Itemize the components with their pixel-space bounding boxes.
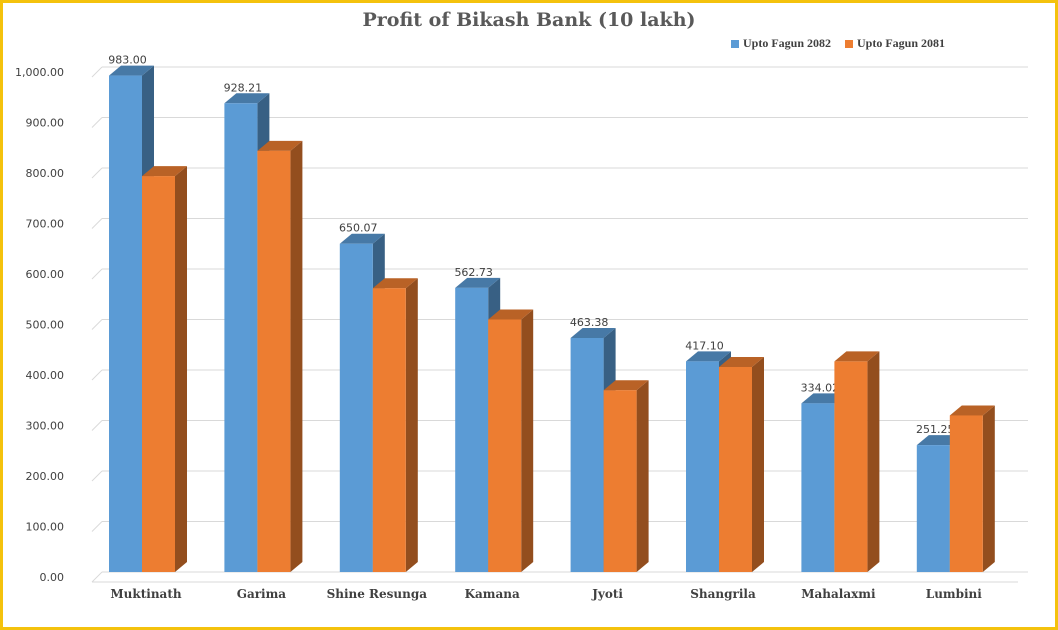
bar-top-s2 — [719, 356, 764, 367]
y-tick-label: 1,000.00 — [15, 66, 64, 79]
data-label: 417.10 — [685, 339, 724, 352]
y-tick-label: 0.00 — [40, 571, 65, 584]
bar-muktinath-s2 — [142, 176, 175, 572]
y-tick-label: 100.00 — [26, 521, 65, 534]
legend-label-series-2: Upto Fagun 2081 — [857, 36, 946, 50]
bar-top-s2 — [949, 405, 995, 416]
bar-garima-s1 — [224, 103, 258, 572]
gridline-diagonal — [91, 369, 103, 381]
gridline-diagonal — [91, 319, 103, 330]
bar-jyoti-s1 — [570, 337, 604, 572]
bar-side-s2 — [405, 278, 418, 572]
bar-top-s1 — [455, 277, 501, 288]
bar-side-s2 — [290, 140, 303, 572]
bar-top-s2 — [834, 351, 880, 362]
bar-side-s2 — [867, 351, 880, 572]
gridline-diagonal — [91, 571, 103, 583]
data-label: 983.00 — [108, 54, 147, 67]
bar-jyoti-s2 — [603, 390, 637, 572]
chart-legend: Upto Fagun 2082 Upto Fagun 2081 — [731, 36, 945, 51]
bar-side-s2 — [982, 405, 995, 572]
bar-top-s1 — [224, 93, 270, 104]
bar-lumbini-s2 — [949, 415, 983, 572]
x-tick-label: Shangrila — [690, 587, 756, 601]
bar-kamana-s2 — [488, 319, 522, 572]
bar-top-s1 — [570, 327, 616, 338]
data-label: 334.02 — [801, 381, 840, 394]
bar-lumbini-s1 — [916, 445, 950, 572]
bar-side-s2 — [752, 356, 764, 572]
legend-swatch-series-1 — [731, 39, 739, 48]
gridline-diagonal — [91, 167, 103, 179]
legend-label-series-1: Upto Fagun 2082 — [743, 36, 832, 50]
y-tick-label: 700.00 — [26, 218, 65, 231]
legend-item-series-1: Upto Fagun 2082 — [731, 36, 831, 51]
data-label: 251.25 — [916, 423, 955, 436]
legend-swatch-series-2 — [845, 39, 854, 48]
bar-shine-resunga-s1 — [339, 243, 373, 572]
x-tick-label: Mahalaxmi — [801, 587, 876, 601]
y-tick-label: 600.00 — [26, 268, 65, 281]
bar-side-s2 — [521, 309, 534, 572]
data-label: 463.38 — [570, 316, 609, 329]
bar-side-s2 — [175, 166, 187, 572]
y-tick-label: 800.00 — [26, 167, 65, 180]
y-tick-label: 200.00 — [26, 470, 65, 483]
legend-item-series-2: Upto Fagun 2081 — [845, 36, 945, 51]
data-label: 650.07 — [339, 222, 378, 235]
y-tick-label: 300.00 — [26, 420, 65, 433]
bar-side-s2 — [636, 380, 649, 572]
y-tick-label: 400.00 — [26, 369, 65, 382]
gridline-diagonal — [91, 66, 103, 78]
y-tick-label: 900.00 — [26, 117, 65, 130]
bar-shine-resunga-s2 — [372, 288, 406, 572]
y-tick-label: 500.00 — [26, 319, 65, 332]
gridline-diagonal — [91, 470, 103, 482]
chart-title: Profit of Bikash Bank (10 lakh) — [362, 9, 696, 31]
gridline-diagonal — [91, 521, 103, 532]
bar-top-s1 — [109, 65, 154, 76]
data-label: 928.21 — [224, 81, 263, 94]
x-tick-label: Muktinath — [110, 587, 181, 601]
x-tick-label: Lumbini — [926, 587, 983, 601]
bar-top-s2 — [372, 278, 418, 289]
gridline-diagonal — [91, 117, 103, 128]
gridline-diagonal — [91, 218, 103, 229]
data-label: 562.73 — [454, 266, 493, 279]
bar-top-s2 — [603, 380, 649, 391]
bar-top-s1 — [339, 233, 385, 244]
bar-top-s2 — [257, 140, 303, 151]
bar-shangrila-s1 — [686, 361, 719, 572]
bar-mahalaxmi-s1 — [801, 403, 835, 572]
bar-top-s2 — [488, 309, 534, 320]
gridline-diagonal — [91, 268, 103, 280]
bar-garima-s2 — [257, 150, 291, 572]
bar-top-s1 — [686, 351, 731, 362]
x-tick-label: Shine Resunga — [327, 587, 428, 601]
bar-mahalaxmi-s2 — [834, 361, 868, 572]
x-tick-label: Jyoti — [591, 587, 623, 601]
x-tick-label: Kamana — [465, 587, 520, 601]
bar-muktinath-s1 — [109, 75, 142, 573]
bar-shangrila-s2 — [719, 366, 752, 572]
bar-kamana-s1 — [455, 287, 489, 572]
x-tick-label: Garima — [237, 587, 287, 601]
gridline-diagonal — [91, 420, 103, 431]
bar-top-s2 — [142, 166, 187, 177]
